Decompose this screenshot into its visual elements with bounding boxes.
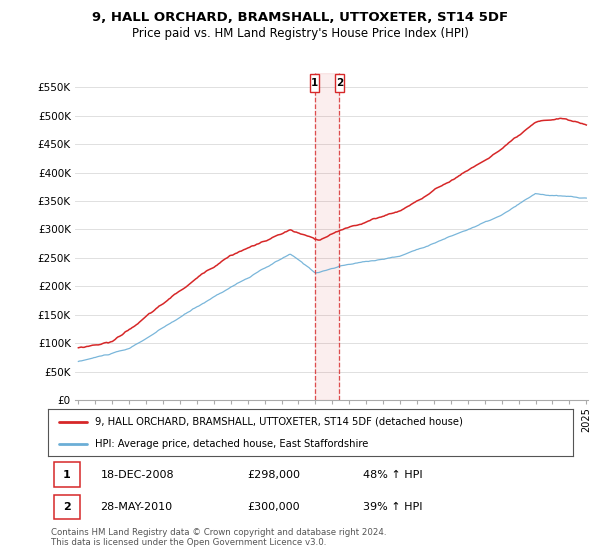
Text: 2: 2: [335, 78, 343, 88]
Bar: [54, 494, 79, 519]
Text: 39% ↑ HPI: 39% ↑ HPI: [363, 502, 422, 512]
Text: 48% ↑ HPI: 48% ↑ HPI: [363, 470, 422, 480]
Bar: [54, 463, 79, 487]
Bar: [335, 74, 344, 92]
Text: 2: 2: [63, 502, 71, 512]
Text: 1: 1: [63, 470, 71, 480]
Text: HPI: Average price, detached house, East Staffordshire: HPI: Average price, detached house, East…: [95, 438, 368, 449]
Text: Price paid vs. HM Land Registry's House Price Index (HPI): Price paid vs. HM Land Registry's House …: [131, 27, 469, 40]
Text: 18-DEC-2008: 18-DEC-2008: [101, 470, 174, 480]
Text: 28-MAY-2010: 28-MAY-2010: [101, 502, 173, 512]
Text: £298,000: £298,000: [248, 470, 301, 480]
Text: 9, HALL ORCHARD, BRAMSHALL, UTTOXETER, ST14 5DF (detached house): 9, HALL ORCHARD, BRAMSHALL, UTTOXETER, S…: [95, 417, 463, 427]
Text: £300,000: £300,000: [248, 502, 300, 512]
Text: 1: 1: [311, 78, 319, 88]
Text: 9, HALL ORCHARD, BRAMSHALL, UTTOXETER, ST14 5DF: 9, HALL ORCHARD, BRAMSHALL, UTTOXETER, S…: [92, 11, 508, 24]
Text: Contains HM Land Registry data © Crown copyright and database right 2024.
This d: Contains HM Land Registry data © Crown c…: [51, 528, 386, 547]
Bar: [315, 73, 339, 400]
Bar: [310, 74, 319, 92]
